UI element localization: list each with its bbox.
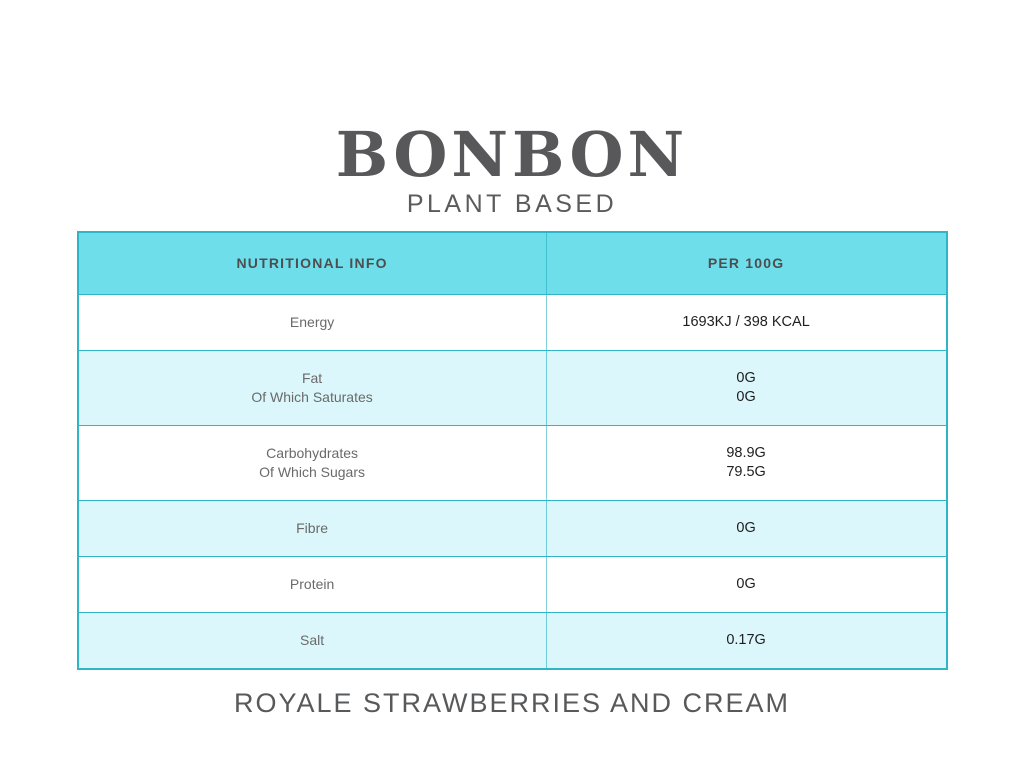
row-value: 1693KJ / 398 KCAL — [682, 314, 810, 330]
nutrition-table: NUTRITIONAL INFO PER 100G Energy 1693KJ … — [76, 231, 948, 670]
table-row-fibre: Fibre 0G — [78, 500, 946, 556]
table-header-row: NUTRITIONAL INFO PER 100G — [78, 233, 946, 294]
brand-tagline: PLANT BASED — [406, 190, 618, 218]
header-cell-nutritional-info: NUTRITIONAL INFO — [79, 233, 547, 294]
row-value: 0G 0G — [736, 370, 756, 405]
row-value: 0G — [736, 520, 756, 536]
product-name: ROYALE STRAWBERRIES AND CREAM — [233, 688, 791, 718]
table-row-protein: Protein 0G — [78, 556, 946, 612]
brand-block: BONBON PLANT BASED — [336, 122, 688, 219]
header-cell-per-100g: PER 100G — [707, 255, 785, 271]
row-label: Salt — [79, 613, 547, 668]
row-label: Fat Of Which Saturates — [79, 351, 547, 425]
row-label: Protein — [79, 557, 547, 612]
row-label: Carbohydrates Of Which Sugars — [79, 426, 547, 500]
row-value: 98.9G 79.5G — [726, 445, 766, 480]
row-value: 0.17G — [726, 632, 766, 648]
row-value: 0G — [736, 576, 756, 592]
table-row-salt: Salt 0.17G — [78, 612, 946, 668]
table-row-fat: Fat Of Which Saturates 0G 0G — [78, 350, 946, 425]
row-label: Fibre — [79, 501, 547, 556]
brand-logo: BONBON — [335, 118, 689, 191]
table-row-carbohydrates: Carbohydrates Of Which Sugars 98.9G 79.5… — [78, 425, 946, 500]
row-label: Energy — [79, 295, 547, 350]
table-row-energy: Energy 1693KJ / 398 KCAL — [78, 294, 946, 350]
